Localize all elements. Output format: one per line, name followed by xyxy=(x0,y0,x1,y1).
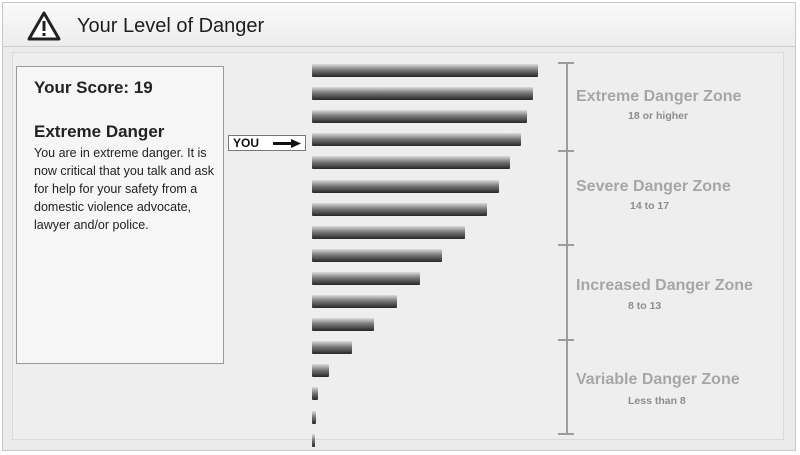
danger-bar xyxy=(312,295,397,308)
score-label: Your Score: 19 xyxy=(34,78,153,97)
danger-bar xyxy=(312,110,527,124)
zone-scale-line xyxy=(566,62,568,435)
danger-bar xyxy=(312,341,352,355)
header-bar: Your Level of Danger xyxy=(3,3,795,47)
zone-tick xyxy=(558,433,574,435)
danger-bar xyxy=(312,202,487,216)
zone-title-variable: Variable Danger Zone xyxy=(576,371,740,388)
danger-bar xyxy=(312,64,538,77)
page-title: Your Level of Danger xyxy=(77,15,265,37)
zone-tick xyxy=(558,339,574,341)
danger-bar-current xyxy=(312,133,521,147)
zone-title-increased: Increased Danger Zone xyxy=(576,277,753,294)
arrow-right-icon xyxy=(273,139,301,148)
zone-tick xyxy=(558,244,574,246)
danger-bar xyxy=(312,410,316,424)
danger-bar xyxy=(312,156,510,170)
danger-bar xyxy=(312,225,465,239)
danger-bar xyxy=(312,248,442,262)
zone-range-extreme: 18 or higher xyxy=(628,110,689,122)
danger-bar xyxy=(312,387,318,401)
zone-range-variable: Less than 8 xyxy=(628,395,686,407)
danger-level-title: Extreme Danger xyxy=(34,122,165,141)
danger-bar xyxy=(312,364,329,378)
danger-bar xyxy=(312,433,315,447)
danger-level-description: You are in extreme danger. It is now cri… xyxy=(34,146,214,232)
zone-tick xyxy=(558,150,574,152)
zone-title-severe: Severe Danger Zone xyxy=(576,178,731,195)
zone-range-severe: 14 to 17 xyxy=(630,200,670,212)
score-panel: Your Score: 19 Extreme Danger You are in… xyxy=(16,66,224,364)
danger-bar xyxy=(312,179,499,193)
zone-range-increased: 8 to 13 xyxy=(628,300,662,312)
you-label: YOU xyxy=(233,136,260,150)
you-marker: YOU xyxy=(228,135,306,151)
zone-tick xyxy=(558,62,574,64)
warning-icon xyxy=(27,11,61,41)
danger-bar xyxy=(312,87,533,101)
danger-bar xyxy=(312,318,374,332)
danger-bar xyxy=(312,271,420,285)
zone-title-extreme: Extreme Danger Zone xyxy=(576,88,742,105)
